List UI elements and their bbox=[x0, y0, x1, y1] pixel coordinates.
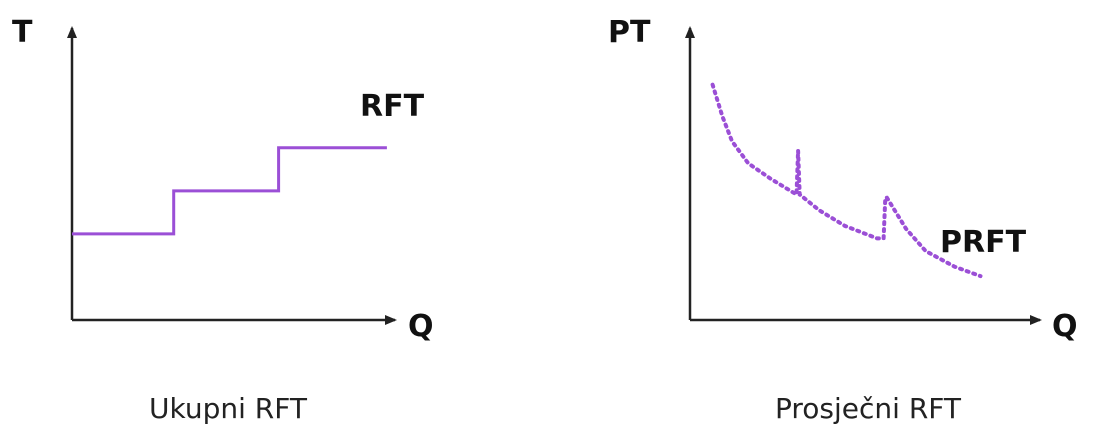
chart1-series-line bbox=[72, 146, 387, 236]
chart2-title: Prosječni RFT bbox=[775, 392, 962, 425]
chart2-x-axis-label: Q bbox=[1052, 309, 1078, 344]
chart2-series-label: PRFT bbox=[940, 225, 1027, 260]
chart1-series-label: RFT bbox=[360, 89, 425, 124]
chart2-y-axis-label: PT bbox=[608, 15, 651, 50]
chart1-title: Ukupni RFT bbox=[149, 392, 308, 425]
chart1-y-axis-label: T bbox=[12, 15, 33, 50]
chart1-x-axis-label: Q bbox=[408, 309, 434, 344]
chart2-series-line bbox=[710, 82, 983, 279]
chart-average-rft: PT Q PRFT Prosječni RFT bbox=[608, 15, 1078, 425]
chart-total-rft: T Q RFT Ukupni RFT bbox=[12, 15, 434, 425]
